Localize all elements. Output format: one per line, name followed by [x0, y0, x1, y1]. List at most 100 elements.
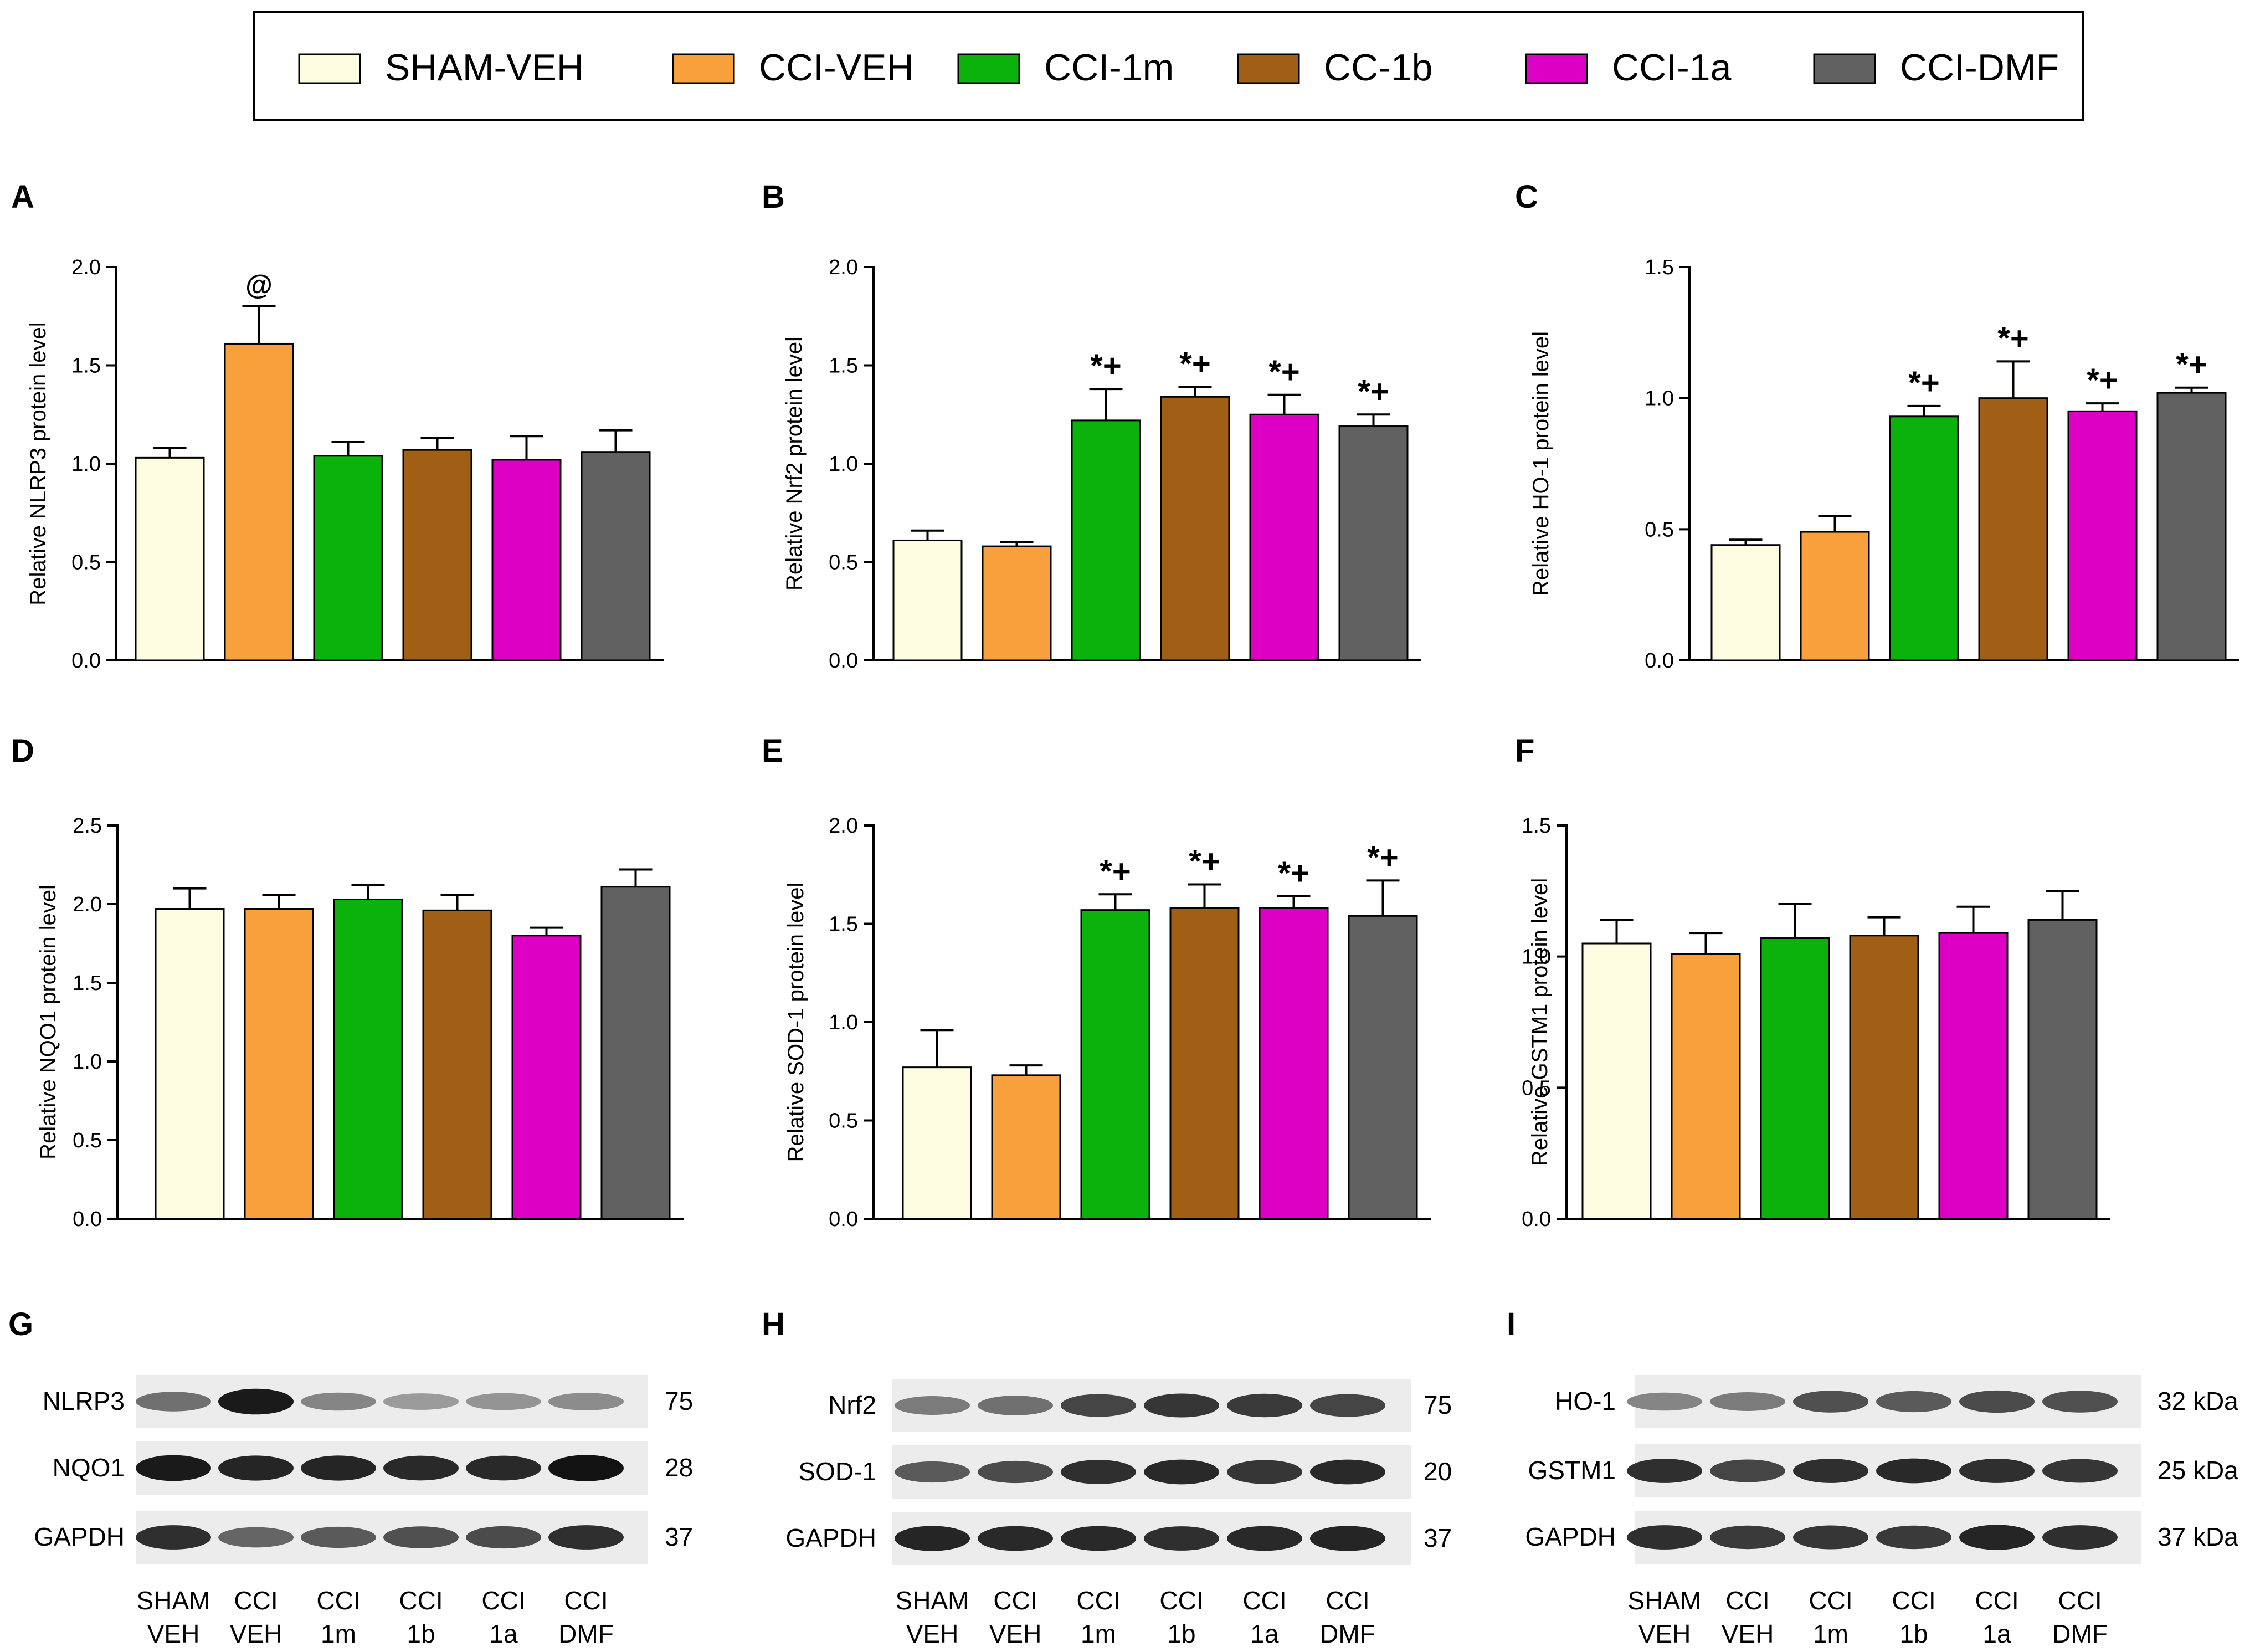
- significance-label: *+: [1358, 373, 1389, 409]
- chart-B: B 0.0 0.5 1.0 1.5 2.0 Relative Nrf2 protein le…: [762, 179, 1421, 673]
- blot-band: [1144, 1393, 1219, 1418]
- y-tick-label: 1.5: [1522, 814, 1551, 838]
- y-tick-label: 1.5: [1645, 256, 1674, 279]
- lane-label: 1a: [1250, 1619, 1279, 1648]
- bar-cci-1m: [313, 455, 383, 661]
- lane-label: VEH: [1638, 1619, 1691, 1648]
- chart-D: D 0.0 0.5 1.0 1.5 2.0 2.5 Relative NQO1 protein…: [11, 733, 684, 1231]
- lane-label: VEH: [1722, 1619, 1774, 1648]
- bar-cci-1m: [1080, 909, 1150, 1220]
- lane-label: DMF: [558, 1619, 614, 1648]
- lane-label: SHAM: [1628, 1586, 1702, 1615]
- blot-row-label: GAPDH: [785, 1523, 876, 1552]
- bar-cci-veh: [1671, 953, 1741, 1220]
- panel-letter: G: [8, 1306, 33, 1342]
- lane-label: CCI: [399, 1586, 443, 1615]
- legend-label: CCI-VEH: [759, 47, 914, 89]
- panel-letter: B: [762, 179, 785, 215]
- blot-band: [2042, 1391, 2118, 1413]
- bar-cci-dmf: [2156, 392, 2227, 661]
- blot-band: [1144, 1459, 1219, 1485]
- bar-cc-1b: [402, 449, 472, 661]
- bar-cci-1a: [1938, 932, 2009, 1220]
- blot-band: [1876, 1458, 1951, 1484]
- blot-band: [1310, 1459, 1385, 1485]
- y-tick-label: 0.0: [1522, 1208, 1551, 1231]
- blot-band: [1227, 1393, 1302, 1418]
- lane-label: VEH: [230, 1619, 282, 1648]
- blot-band: [895, 1396, 970, 1415]
- bar-cci-1m: [1760, 937, 1830, 1220]
- bar-cc-1b: [1169, 907, 1240, 1220]
- blot-band: [1061, 1460, 1136, 1484]
- lane-label: 1b: [407, 1619, 435, 1648]
- chart-A: A 0.0 0.5 1.0 1.5 2.0 Relative NLRP3 protein l…: [11, 179, 664, 673]
- lane-label: CCI: [316, 1586, 360, 1615]
- blot-band: [2042, 1459, 2118, 1483]
- y-tick-label: 1.5: [829, 913, 858, 936]
- blot-size-label: 75: [665, 1387, 693, 1415]
- blot-band: [1227, 1526, 1302, 1551]
- y-tick-label: 0.0: [73, 1208, 102, 1231]
- y-tick-label: 2.0: [73, 893, 102, 916]
- panel-letter: A: [11, 179, 34, 215]
- blot-band: [466, 1393, 541, 1410]
- significance-label: @: [245, 269, 273, 300]
- lane-label: CCI: [234, 1586, 278, 1615]
- y-axis-label: Relative Nrf2 protein level: [782, 337, 807, 591]
- y-tick-label: 0.0: [71, 649, 101, 673]
- blot-band: [136, 1392, 211, 1412]
- lane-label: SHAM: [896, 1586, 969, 1615]
- blot-band: [895, 1461, 970, 1483]
- significance-label: *+: [1268, 354, 1299, 390]
- legend-swatch-sham-veh: [298, 53, 361, 84]
- blot-band: [301, 1455, 376, 1481]
- blot-band: [1627, 1525, 1702, 1550]
- significance-label: *+: [1997, 320, 2028, 356]
- legend-label: CCI-DMF: [1900, 47, 2059, 89]
- legend-frame: [253, 11, 2084, 121]
- lane-label: 1b: [1167, 1619, 1195, 1648]
- significance-label: *+: [1189, 844, 1220, 880]
- blot-band: [1793, 1525, 1868, 1550]
- lane-label: VEH: [147, 1619, 200, 1648]
- blot-band: [218, 1388, 294, 1415]
- charts: A 0.0 0.5 1.0 1.5 2.0 Relative NLRP3 protein l…: [11, 179, 2239, 1231]
- blot-band: [1144, 1526, 1219, 1551]
- bar-cc-1b: [422, 909, 492, 1220]
- significance-label: *+: [1278, 855, 1309, 891]
- y-tick-label: 2.0: [829, 256, 858, 279]
- legend-label: CC-1b: [1324, 47, 1433, 89]
- y-tick-label: 0.5: [71, 551, 101, 574]
- blot-band: [978, 1396, 1053, 1415]
- lane-label: 1a: [489, 1619, 518, 1648]
- blot-band: [1710, 1459, 1785, 1482]
- y-tick-label: 0.0: [1645, 649, 1674, 673]
- bar-cci-veh: [1800, 531, 1870, 661]
- bar-sham-veh: [135, 456, 205, 661]
- lane-label: CCI: [1725, 1586, 1769, 1615]
- blot-band: [136, 1455, 211, 1481]
- panel-letter: D: [11, 733, 34, 769]
- panel-letter: E: [762, 733, 783, 769]
- blot-band: [218, 1527, 294, 1548]
- bar-cci-dmf: [600, 886, 671, 1220]
- y-tick-label: 1.5: [829, 355, 858, 378]
- y-tick-label: 0.5: [829, 551, 858, 574]
- blot-panel-I: I HO-1 32 kDa GSTM1 25 kDa GAPDH 37 kDa SHAM VEH…: [1507, 1306, 2238, 1648]
- lane-label: VEH: [906, 1619, 959, 1648]
- legend-swatch-cci-veh: [672, 53, 735, 84]
- lane-label: CCI: [481, 1586, 525, 1615]
- lane-label: CCI: [1159, 1586, 1203, 1615]
- blot-band: [301, 1526, 376, 1548]
- bar-cci-1m: [333, 898, 403, 1220]
- blot-band: [1959, 1390, 2035, 1413]
- blot-band: [1793, 1391, 1868, 1413]
- blot-band: [1710, 1392, 1785, 1411]
- bar-sham-veh: [155, 908, 225, 1220]
- bar-cci-veh: [224, 342, 294, 661]
- blot-row-label: SOD-1: [798, 1457, 876, 1486]
- blot-band: [1061, 1526, 1136, 1551]
- y-axis-label: Relative GSTM1 protein level: [1528, 878, 1552, 1166]
- lane-label: CCI: [1076, 1586, 1120, 1615]
